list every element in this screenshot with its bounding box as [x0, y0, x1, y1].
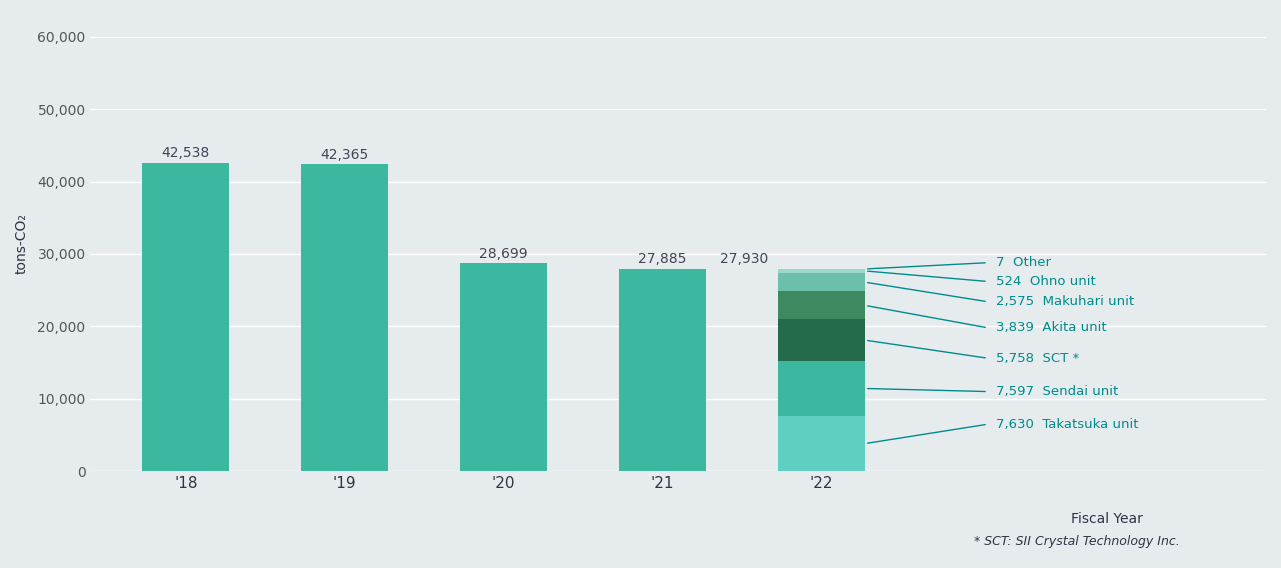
- Y-axis label: tons-CO₂: tons-CO₂: [15, 212, 29, 274]
- Bar: [619, 269, 706, 471]
- Text: 524  Ohno unit: 524 Ohno unit: [995, 275, 1095, 288]
- Bar: [778, 361, 865, 416]
- Text: 7  Other: 7 Other: [995, 256, 1050, 269]
- Text: * SCT: SII Crystal Technology Inc.: * SCT: SII Crystal Technology Inc.: [974, 535, 1180, 548]
- Bar: [142, 163, 229, 471]
- Text: 28,699: 28,699: [479, 247, 528, 261]
- Text: 42,365: 42,365: [320, 148, 369, 161]
- Bar: [460, 264, 547, 471]
- Text: 3,839  Akita unit: 3,839 Akita unit: [995, 321, 1107, 335]
- Text: 7,597  Sendai unit: 7,597 Sendai unit: [995, 385, 1118, 398]
- Text: 27,885: 27,885: [638, 252, 687, 266]
- Bar: [778, 319, 865, 361]
- Text: 42,538: 42,538: [161, 147, 210, 160]
- Text: 5,758  SCT *: 5,758 SCT *: [995, 352, 1079, 365]
- X-axis label: Fiscal Year: Fiscal Year: [1071, 512, 1143, 527]
- Bar: [778, 291, 865, 319]
- Bar: [778, 416, 865, 471]
- Text: 7,630  Takatsuka unit: 7,630 Takatsuka unit: [995, 417, 1139, 431]
- Bar: [778, 273, 865, 291]
- Text: 27,930: 27,930: [720, 252, 769, 266]
- Bar: [301, 164, 388, 471]
- Text: 2,575  Makuhari unit: 2,575 Makuhari unit: [995, 295, 1134, 308]
- Bar: [778, 269, 865, 273]
